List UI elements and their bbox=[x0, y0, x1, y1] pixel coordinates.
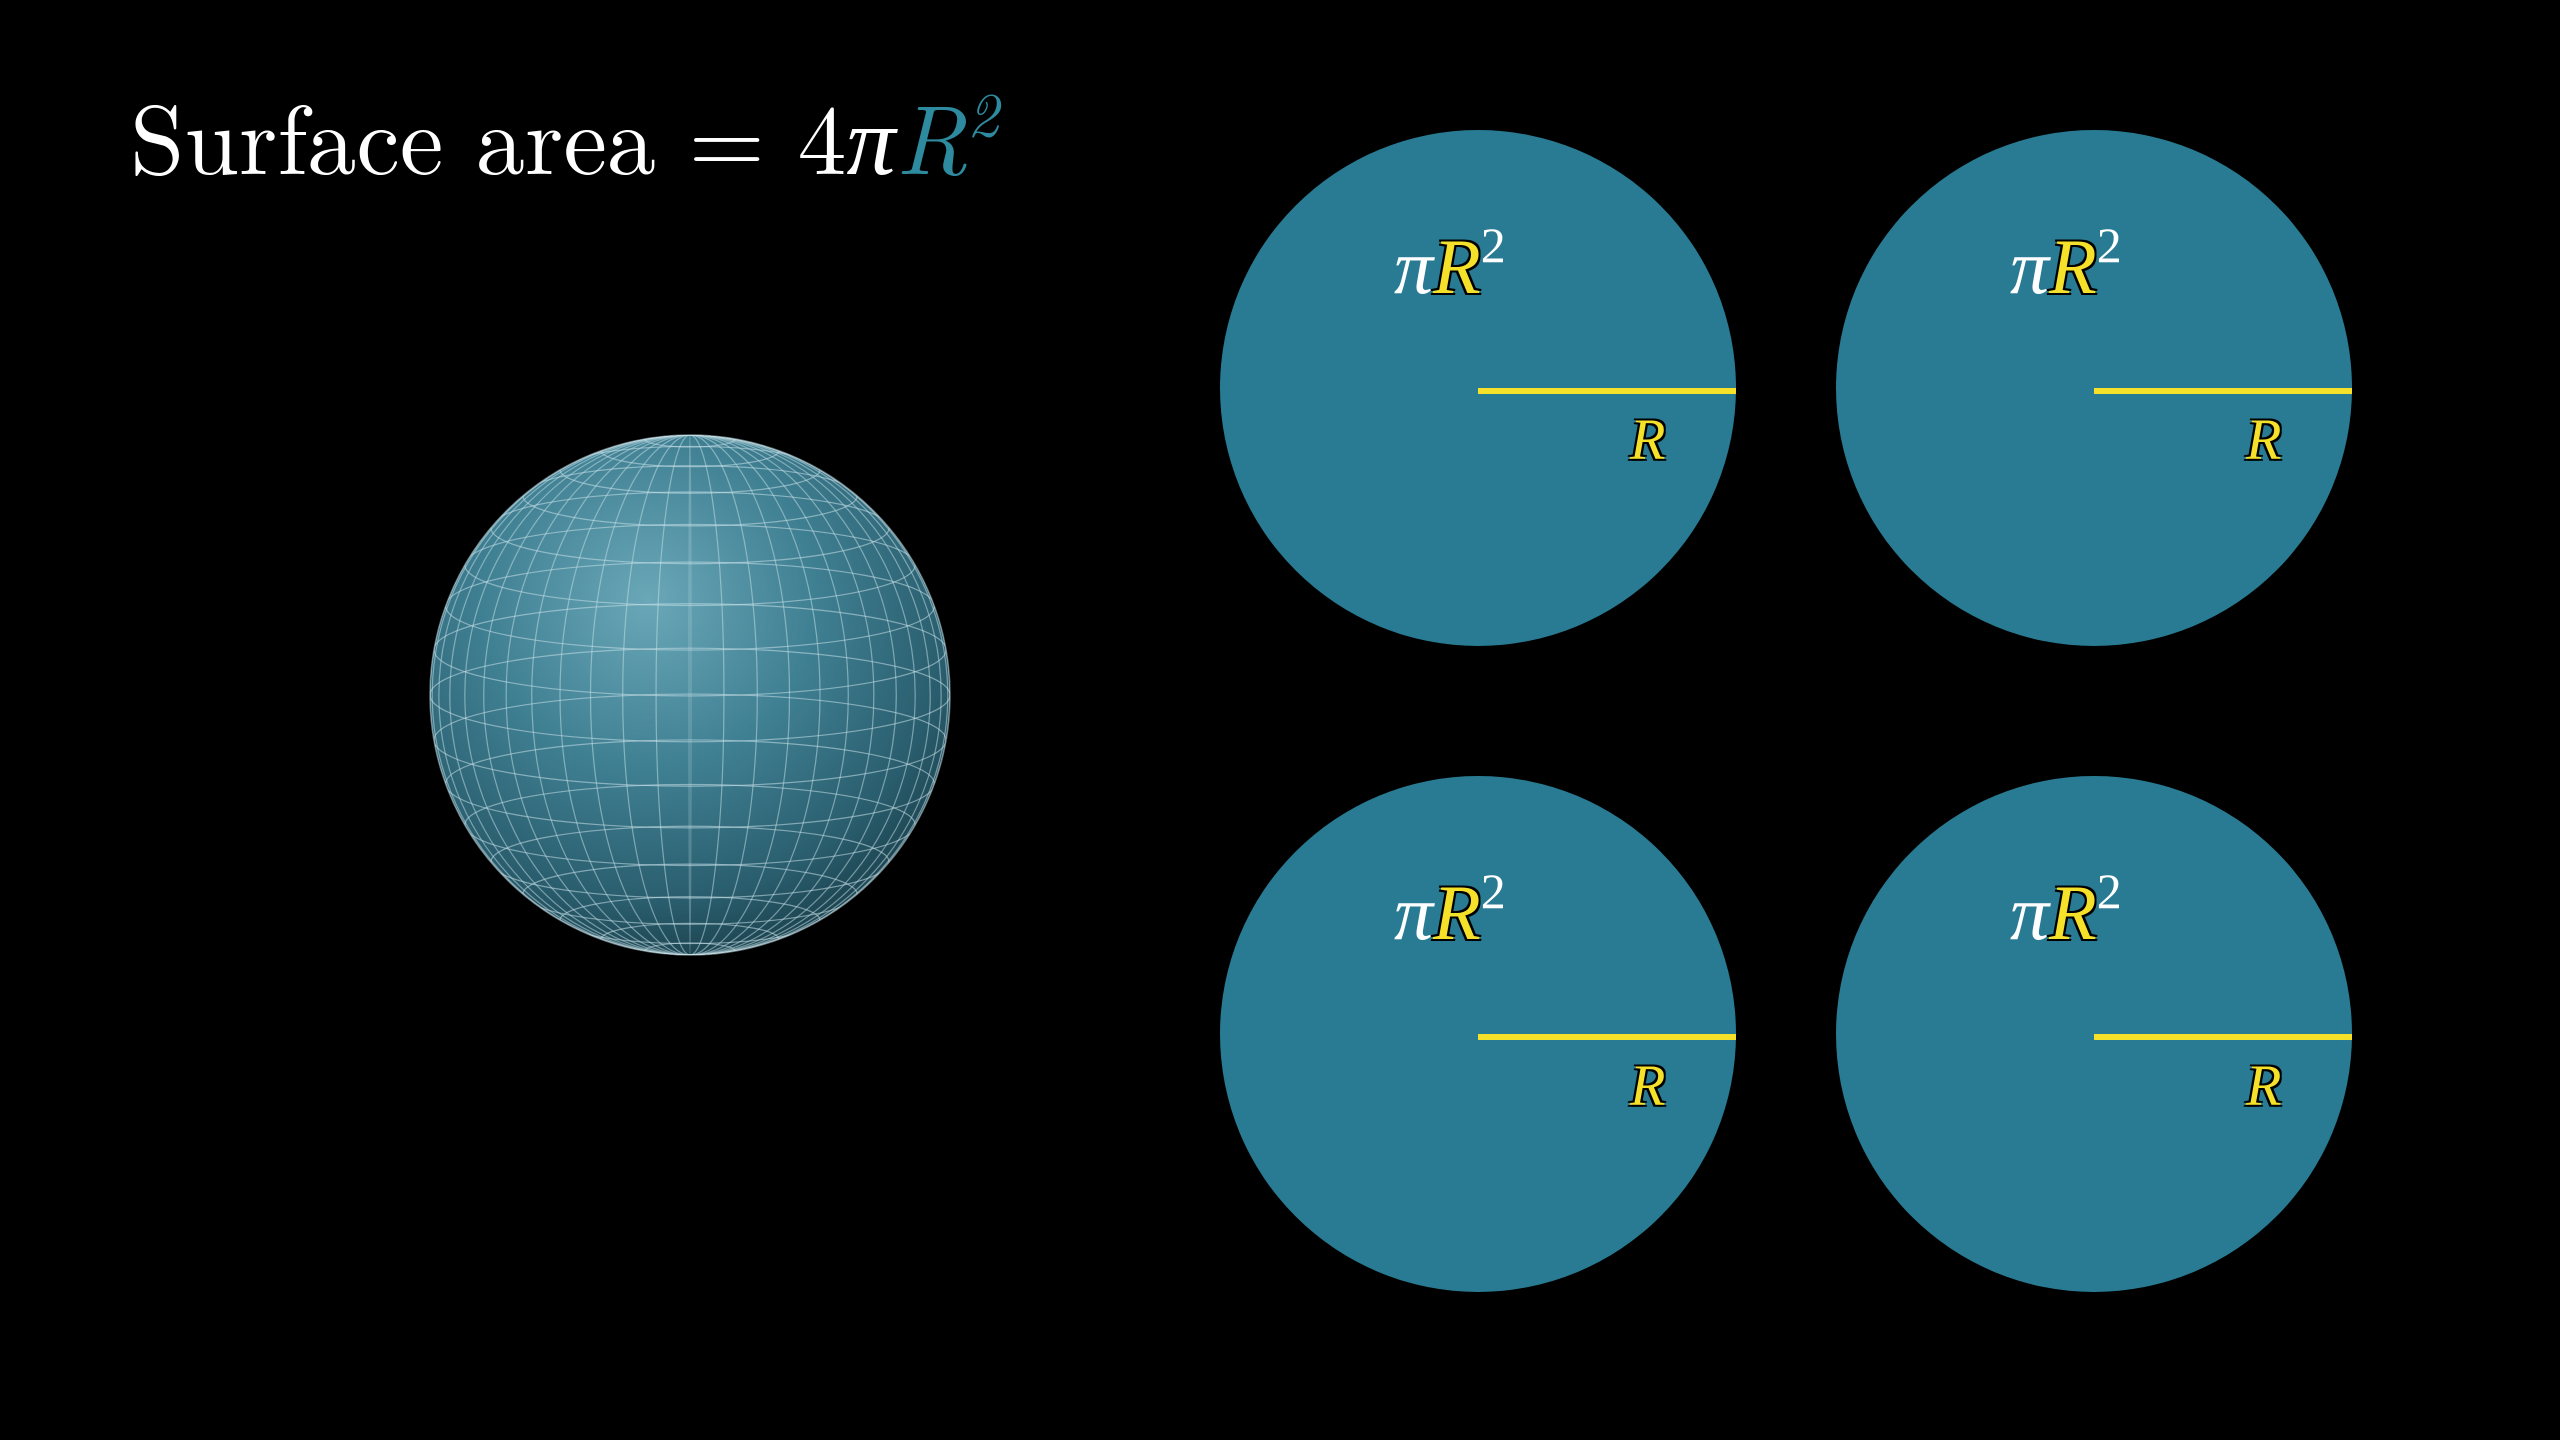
area-circle-3: πR2R bbox=[1836, 776, 2352, 1292]
R-symbol: R bbox=[1433, 223, 1481, 310]
exponent: 2 bbox=[1481, 863, 1506, 919]
exponent: 2 bbox=[2097, 863, 2122, 919]
pi-symbol: π bbox=[1394, 223, 1433, 310]
radius-label: R bbox=[1630, 1052, 1665, 1119]
pi-symbol: π bbox=[2010, 223, 2049, 310]
circle-area-label: πR2 bbox=[1394, 866, 1506, 958]
exponent: 2 bbox=[2097, 217, 2122, 273]
sphere bbox=[420, 425, 960, 965]
R-symbol: R bbox=[2049, 223, 2097, 310]
radius-line bbox=[2094, 388, 2352, 394]
formula-title: Surface area = 4πR2 bbox=[130, 65, 999, 203]
circle-area-label: πR2 bbox=[2010, 866, 2122, 958]
title-pi: π bbox=[846, 65, 895, 203]
exponent: 2 bbox=[1481, 217, 1506, 273]
circle-area-label: πR2 bbox=[1394, 220, 1506, 312]
pi-symbol: π bbox=[1394, 869, 1433, 956]
pi-symbol: π bbox=[2010, 869, 2049, 956]
radius-line bbox=[2094, 1034, 2352, 1040]
R-symbol: R bbox=[2049, 869, 2097, 956]
radius-label: R bbox=[2246, 406, 2281, 473]
circle-area-label: πR2 bbox=[2010, 220, 2122, 312]
radius-label: R bbox=[1630, 406, 1665, 473]
sphere-svg bbox=[420, 425, 960, 965]
R-symbol: R bbox=[1433, 869, 1481, 956]
radius-label: R bbox=[2246, 1052, 2281, 1119]
radius-line bbox=[1478, 388, 1736, 394]
area-circle-2: πR2R bbox=[1220, 776, 1736, 1292]
area-circle-0: πR2R bbox=[1220, 130, 1736, 646]
title-prefix: Surface area = 4 bbox=[130, 65, 846, 203]
area-circle-1: πR2R bbox=[1836, 130, 2352, 646]
radius-line bbox=[1478, 1034, 1736, 1040]
title-exponent: 2 bbox=[967, 66, 999, 154]
title-R: R bbox=[896, 65, 967, 203]
